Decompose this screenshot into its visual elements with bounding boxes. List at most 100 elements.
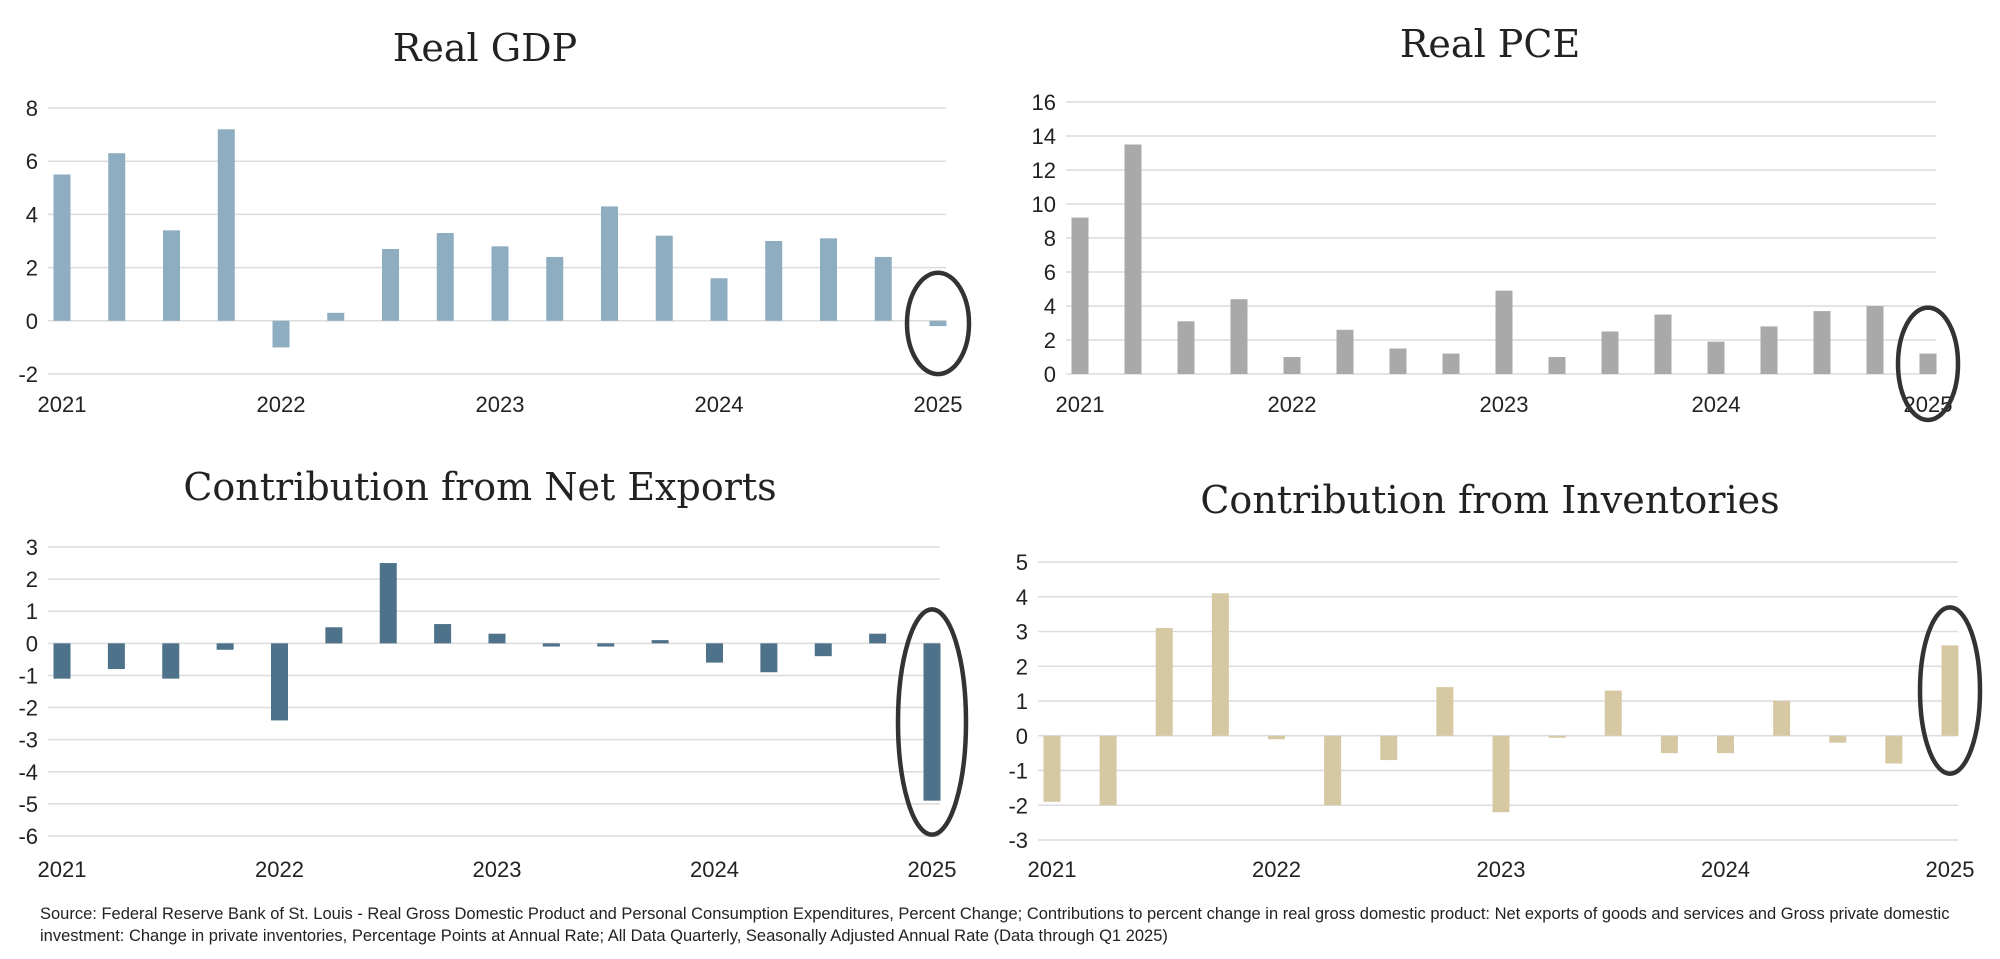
bar (1773, 701, 1791, 736)
bar (382, 248, 399, 321)
y-tick-label: 8 (1044, 226, 1056, 251)
bar (655, 235, 673, 321)
y-tick-label: 1 (26, 599, 38, 624)
real-pce-panel: Real PCE 0 2 4 6 8 10 12 14 16 2021 2022 2023 2024 20… (1000, 0, 2000, 440)
net-exports-panel: Contribution from Net Exports -6 -5 -4 -3 -2… (0, 440, 1000, 900)
bar (1155, 628, 1173, 736)
bar (710, 278, 728, 321)
bar (1099, 735, 1117, 806)
x-tick-label: 2021 (1028, 857, 1077, 882)
bar (923, 643, 941, 801)
bar (1654, 314, 1672, 374)
y-tick-label: 2 (26, 256, 38, 281)
bar (546, 256, 564, 321)
highlight-circle (1917, 605, 1983, 776)
x-tick-label: 2021 (1056, 392, 1105, 417)
bar (651, 640, 669, 644)
y-tick-label: -1 (18, 663, 38, 688)
y-tick-label: 3 (26, 535, 38, 560)
bar (434, 624, 452, 644)
x-tick-label: 2024 (690, 857, 739, 882)
x-tick-label: 2023 (1480, 392, 1529, 417)
x-tick-label: 2023 (1477, 857, 1526, 882)
bar (1660, 735, 1678, 754)
bar (1548, 735, 1566, 738)
real-gdp-chart: -2 0 2 4 6 8 2021 2022 2023 2024 2025 (18, 96, 972, 417)
bar (53, 643, 71, 679)
bar (814, 643, 832, 657)
bar (1336, 329, 1354, 374)
y-tick-label: -5 (18, 792, 38, 817)
y-tick-label: 12 (1032, 158, 1056, 183)
x-tick-label: 2022 (255, 857, 304, 882)
chart-title: Contribution from Net Exports (183, 465, 777, 509)
y-tick-label: 4 (26, 202, 38, 227)
x-tick-label: 2025 (1926, 857, 1975, 882)
x-tick-label: 2024 (1701, 857, 1750, 882)
bar (597, 643, 615, 647)
y-tick-label: 10 (1032, 192, 1056, 217)
bar (1548, 357, 1566, 374)
bar (272, 320, 290, 348)
bar (1760, 326, 1778, 374)
y-tick-label: 3 (1016, 620, 1028, 645)
bar (1324, 735, 1342, 806)
y-tick-label: 0 (26, 309, 38, 334)
x-tick-label: 2022 (257, 392, 306, 417)
net-exports-chart: -6 -5 -4 -3 -2 -1 0 1 2 3 2021 2022 2023 2024 2025 (18, 535, 969, 882)
bar (1941, 645, 1959, 736)
y-tick-label: -2 (18, 696, 38, 721)
x-tick-label: 2021 (38, 857, 87, 882)
x-tick-label: 2022 (1252, 857, 1301, 882)
bar (1124, 144, 1142, 374)
highlight-circle (904, 270, 972, 377)
bar (1707, 341, 1725, 374)
x-tick-label: 2021 (38, 392, 87, 417)
x-tick-label: 2025 (914, 392, 963, 417)
y-tick-label: -3 (1008, 828, 1028, 853)
chart-title: Contribution from Inventories (1200, 478, 1780, 522)
bar (216, 643, 234, 650)
bar (542, 643, 560, 647)
y-tick-label: -6 (18, 824, 38, 849)
y-tick-label: 2 (26, 567, 38, 592)
bar (163, 230, 180, 321)
bar (53, 174, 71, 321)
bar (706, 643, 723, 663)
bar (1866, 306, 1884, 374)
bar (1601, 331, 1619, 374)
bar (765, 241, 783, 321)
y-tick-label: 1 (1016, 689, 1028, 714)
bar (601, 206, 618, 321)
y-tick-label: -1 (1008, 759, 1028, 784)
source-note: Source: Federal Reserve Bank of St. Loui… (40, 905, 1950, 945)
y-tick-label: 6 (26, 149, 38, 174)
y-tick-label: 8 (26, 96, 38, 121)
y-tick-label: 2 (1044, 328, 1056, 353)
y-tick-label: 14 (1032, 124, 1056, 149)
bar (1717, 735, 1734, 754)
chart-title: Real GDP (392, 26, 578, 70)
x-tick-label: 2024 (695, 392, 744, 417)
y-tick-label: -3 (18, 728, 38, 753)
bar (1268, 735, 1285, 740)
bar (869, 633, 887, 644)
bar (1380, 735, 1398, 761)
y-tick-label: 16 (1032, 90, 1056, 115)
bar (1442, 353, 1460, 374)
x-tick-label: 2023 (473, 857, 522, 882)
bar (820, 238, 837, 321)
bar (1389, 348, 1407, 374)
bar (1230, 299, 1248, 374)
y-tick-label: -2 (1008, 793, 1028, 818)
x-tick-label: 2025 (908, 857, 957, 882)
bar (1211, 593, 1229, 736)
y-tick-label: 0 (1044, 362, 1056, 387)
bar (436, 233, 454, 321)
bar (108, 153, 126, 321)
inventories-chart: -3 -2 -1 0 1 2 3 4 5 2021 2022 2023 2024 2025 (1008, 550, 1983, 882)
bar (1813, 311, 1831, 374)
chart-title: Real PCE (1399, 22, 1581, 66)
bar (325, 627, 343, 644)
